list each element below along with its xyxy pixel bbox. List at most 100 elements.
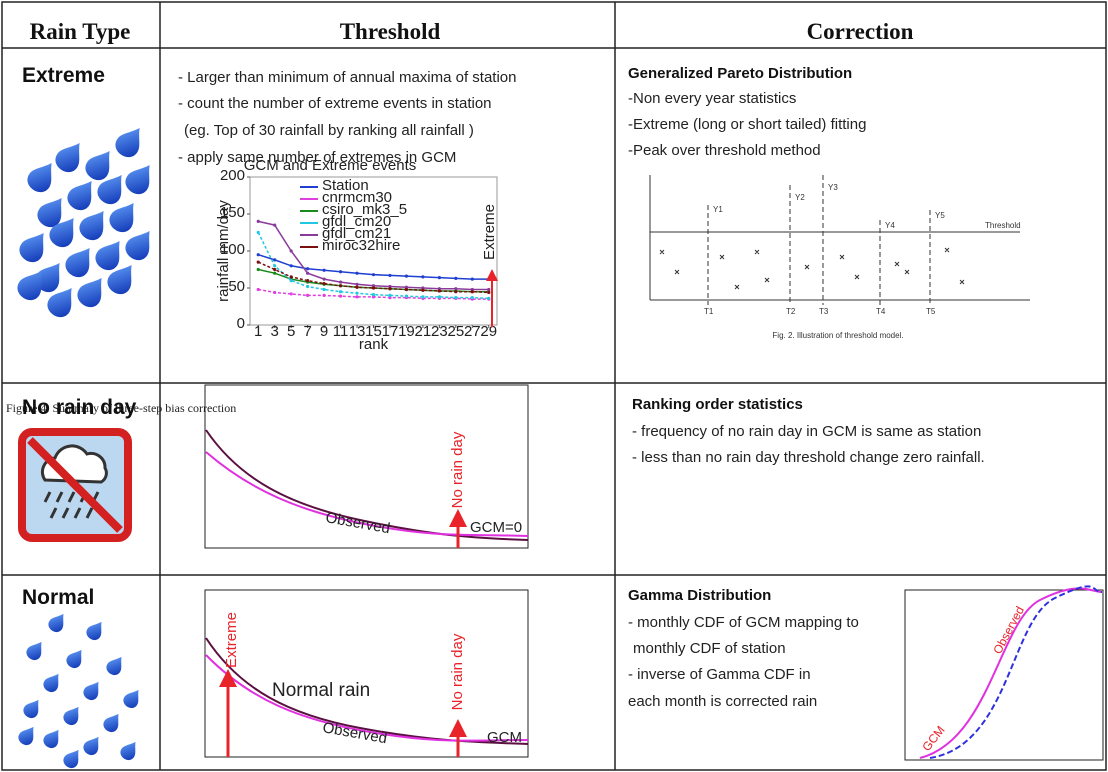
header-cell: Threshold bbox=[340, 19, 441, 44]
raindrop bbox=[24, 638, 48, 663]
y-axis-label: rainfall mm/day bbox=[215, 200, 232, 302]
raindrop bbox=[84, 618, 108, 643]
series-point bbox=[471, 290, 474, 293]
raindrops bbox=[16, 610, 145, 771]
raindrop bbox=[41, 726, 65, 751]
x-tick-label: 3 bbox=[271, 323, 279, 340]
correction-line: -Non every year statistics bbox=[628, 90, 796, 107]
series-point bbox=[273, 272, 276, 275]
series-point bbox=[421, 295, 424, 298]
series-point bbox=[339, 290, 342, 293]
raindrop bbox=[21, 696, 45, 721]
x-tick-label: 19 bbox=[398, 323, 415, 340]
correction-line: - frequency of no rain day in GCM is sam… bbox=[632, 423, 981, 440]
raindrop bbox=[51, 136, 89, 176]
series-point bbox=[454, 296, 457, 299]
peak-label: Y2 bbox=[795, 193, 805, 202]
series-point bbox=[405, 288, 408, 291]
series-point bbox=[438, 276, 441, 279]
series-point bbox=[257, 261, 260, 264]
raindrop bbox=[118, 738, 142, 763]
document: Rain Type Threshold Correction Extreme -… bbox=[0, 0, 1108, 772]
x-tick-label: 7 bbox=[303, 323, 311, 340]
series-point bbox=[355, 272, 358, 275]
table-grid bbox=[2, 2, 1106, 770]
series-point bbox=[339, 295, 342, 298]
series-point bbox=[273, 258, 276, 261]
peak-label: Y4 bbox=[885, 221, 895, 230]
extreme-label: Extreme bbox=[223, 612, 240, 668]
series-point bbox=[306, 279, 309, 282]
series-point bbox=[290, 275, 293, 278]
series-point bbox=[388, 287, 391, 290]
time-label: T5 bbox=[926, 307, 936, 316]
raindrops bbox=[13, 121, 159, 321]
raindrop bbox=[15, 226, 53, 266]
raindrop bbox=[16, 723, 40, 748]
series-point bbox=[372, 273, 375, 276]
series-point bbox=[339, 270, 342, 273]
series-point bbox=[405, 275, 408, 278]
header-cell: Correction bbox=[807, 19, 914, 44]
x-tick-label: 21 bbox=[415, 323, 432, 340]
series-point bbox=[421, 275, 424, 278]
y-tick-label: 0 bbox=[237, 315, 245, 332]
raindrop bbox=[81, 678, 105, 703]
correction-line: -Peak over threshold method bbox=[628, 142, 821, 159]
threshold-line: - Larger than minimum of annual maxima o… bbox=[178, 69, 517, 86]
series-point bbox=[405, 295, 408, 298]
peak-label: Y1 bbox=[713, 205, 723, 214]
series-point bbox=[306, 285, 309, 288]
series-point bbox=[355, 283, 358, 286]
raindrop bbox=[73, 271, 111, 311]
series-point bbox=[487, 291, 490, 294]
raindrop bbox=[46, 610, 70, 635]
x-tick-label: 29 bbox=[480, 323, 497, 340]
series-point bbox=[257, 288, 260, 291]
series-point bbox=[372, 286, 375, 289]
series-point bbox=[306, 294, 309, 297]
series-point bbox=[487, 297, 490, 300]
header-cell: Rain Type bbox=[30, 19, 131, 44]
series-point bbox=[323, 288, 326, 291]
rain-type: Extreme bbox=[22, 64, 105, 87]
series-point bbox=[273, 291, 276, 294]
threshold-label: Threshold bbox=[985, 221, 1021, 230]
series-point bbox=[306, 267, 309, 270]
rain-type: Normal bbox=[22, 586, 94, 609]
time-label: T1 bbox=[704, 307, 714, 316]
x-tick-label: 9 bbox=[320, 323, 328, 340]
chart-title: GCM and Extreme events bbox=[244, 157, 417, 174]
series-point bbox=[355, 286, 358, 289]
middle-label: Normal rain bbox=[272, 680, 370, 701]
series-point bbox=[290, 264, 293, 267]
raindrop bbox=[75, 204, 113, 244]
threshold-line: (eg. Top of 30 rainfall by ranking all r… bbox=[184, 122, 474, 139]
raindrop bbox=[81, 144, 119, 184]
series-point bbox=[257, 253, 260, 256]
x-tick-label: 5 bbox=[287, 323, 295, 340]
series-point bbox=[454, 290, 457, 293]
series-point bbox=[438, 295, 441, 298]
series-point bbox=[306, 272, 309, 275]
figure-caption: Fig. 2. Illustration of threshold model. bbox=[772, 331, 903, 340]
raindrop bbox=[61, 703, 85, 728]
x-tick-label: 25 bbox=[447, 323, 464, 340]
series-point bbox=[355, 292, 358, 295]
extreme-chart: GCM and Extreme events050100150200135791… bbox=[215, 157, 498, 353]
series-point bbox=[323, 278, 326, 281]
series-point bbox=[290, 279, 293, 282]
series-point bbox=[355, 295, 358, 298]
time-label: T3 bbox=[819, 307, 829, 316]
raindrop bbox=[101, 710, 125, 735]
series-point bbox=[471, 296, 474, 299]
x-tick-label: 27 bbox=[464, 323, 481, 340]
series-point bbox=[323, 282, 326, 285]
observed-label: Observed bbox=[990, 604, 1027, 657]
series-point bbox=[438, 289, 441, 292]
series-point bbox=[487, 288, 490, 291]
correction-line: - inverse of Gamma CDF in bbox=[628, 666, 811, 683]
legend-label: miroc32hire bbox=[322, 237, 400, 254]
model-label: GCM bbox=[487, 729, 522, 746]
series-point bbox=[257, 268, 260, 271]
